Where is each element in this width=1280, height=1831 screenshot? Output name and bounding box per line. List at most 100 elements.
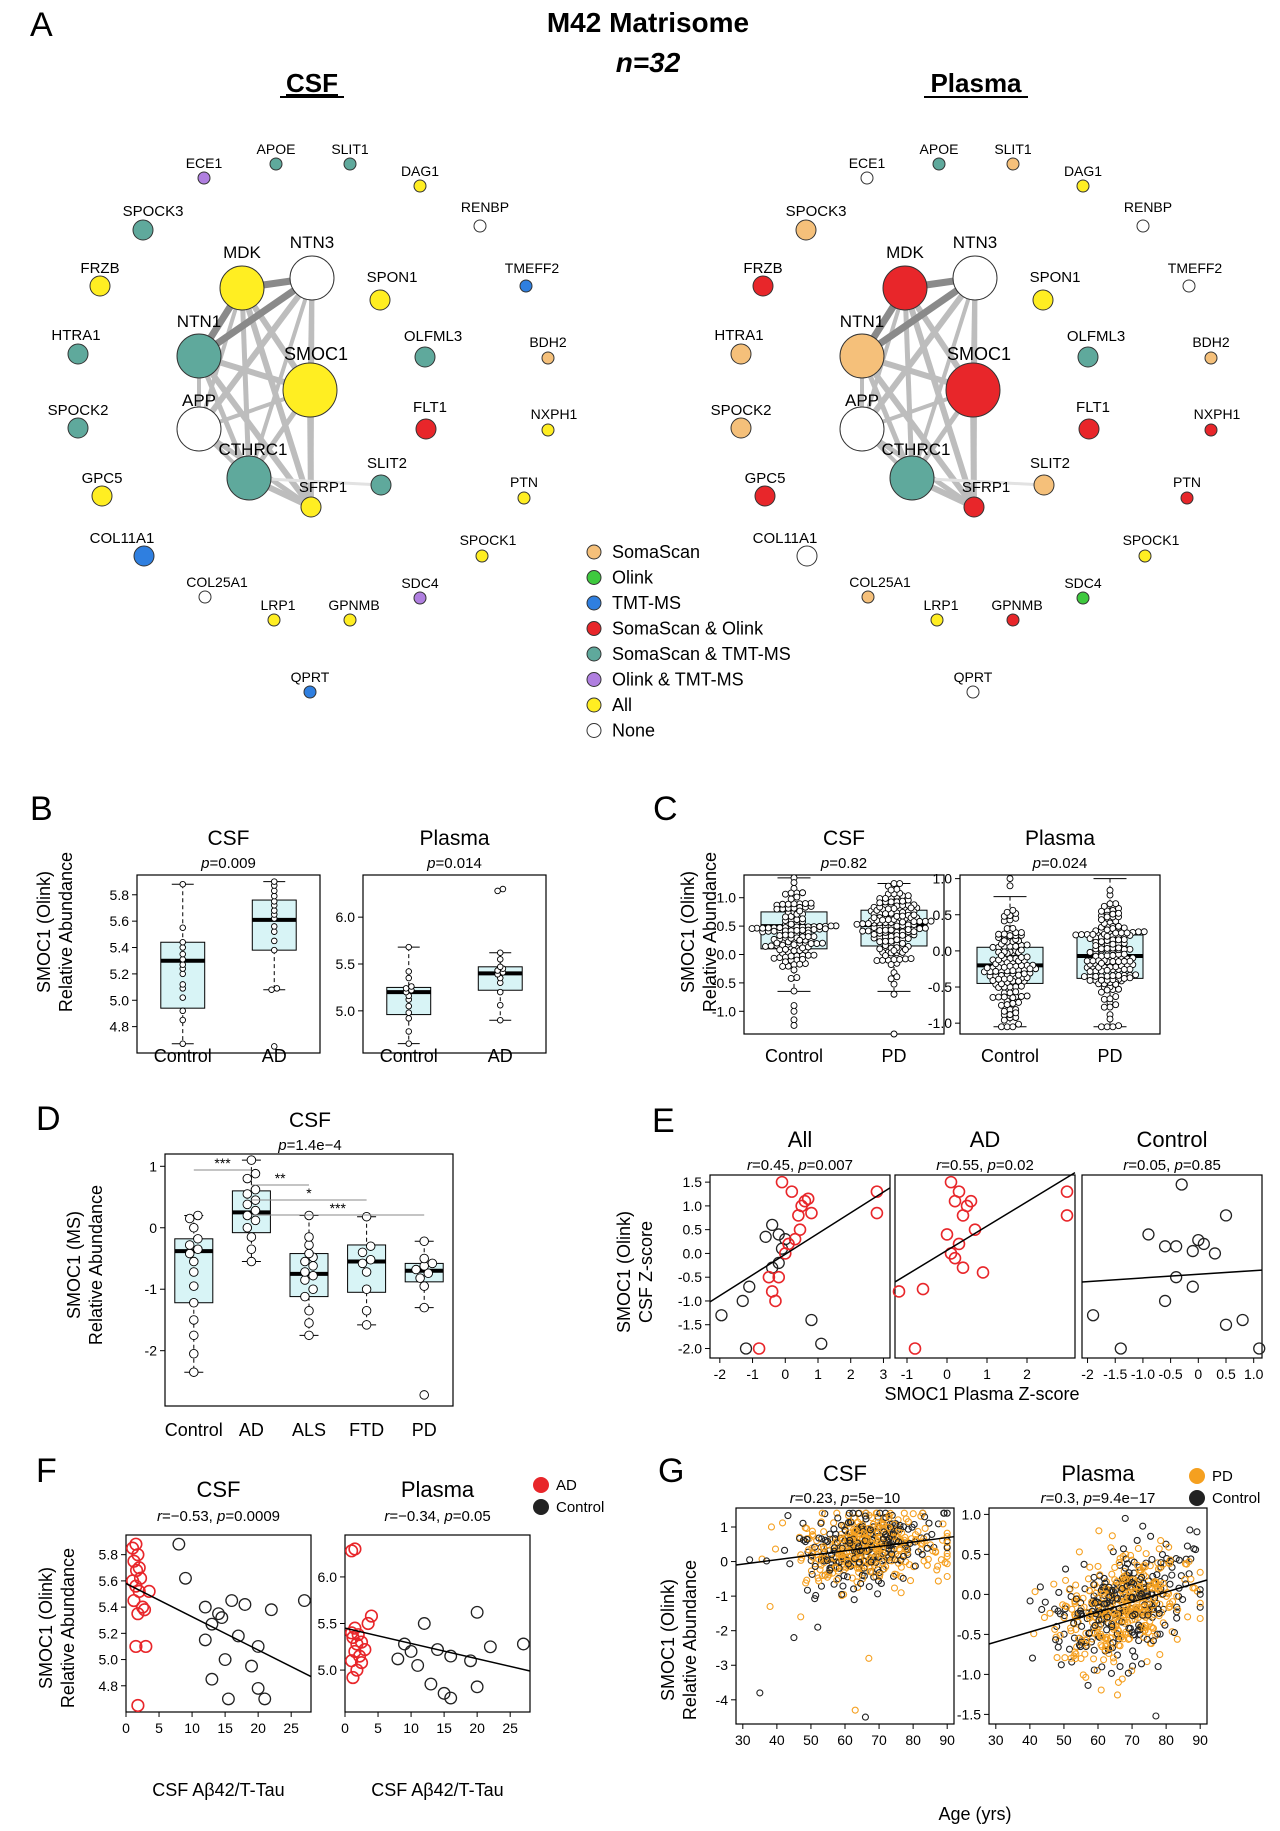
scatter-point-pd bbox=[1040, 1613, 1049, 1622]
box-point bbox=[1097, 938, 1105, 946]
box-point bbox=[776, 946, 784, 954]
network-node-bdh2 bbox=[1204, 351, 1218, 365]
scatter-point-control bbox=[835, 1564, 843, 1572]
scatter-point-control bbox=[834, 1514, 842, 1522]
box-point bbox=[882, 895, 889, 902]
box-point bbox=[273, 985, 281, 992]
scatter-point-control bbox=[846, 1536, 854, 1544]
box-point bbox=[1126, 974, 1134, 982]
scatter-point-pd bbox=[885, 1511, 893, 1519]
scatter-point-pd bbox=[1053, 1654, 1061, 1662]
scatter-point-control bbox=[1125, 1569, 1133, 1577]
box-point bbox=[411, 1264, 421, 1275]
boxplot-ytick-label: -2 bbox=[145, 1343, 158, 1359]
scatter-point-ad bbox=[135, 1600, 150, 1614]
scatter-point-ad bbox=[348, 1621, 362, 1635]
box-point bbox=[890, 1030, 898, 1038]
scatter-point-pd bbox=[879, 1544, 887, 1552]
box-point bbox=[879, 916, 887, 924]
box-point bbox=[796, 960, 804, 968]
box-point bbox=[1109, 1023, 1117, 1031]
panel-b-ylabel-1: SMOC1 (Olink) bbox=[34, 871, 54, 993]
box-point bbox=[1015, 971, 1022, 979]
scatter-point-pd bbox=[1102, 1642, 1110, 1651]
box-point bbox=[770, 927, 778, 935]
scatter-point-control bbox=[1038, 1605, 1046, 1614]
box-point bbox=[1017, 982, 1025, 990]
box-point bbox=[1123, 929, 1131, 937]
scatter-point-pd bbox=[1074, 1618, 1082, 1626]
scatter-point-pd bbox=[939, 1520, 947, 1528]
box-point bbox=[361, 1320, 372, 1330]
scatter-point-pd bbox=[820, 1559, 828, 1567]
scatter-point-pd bbox=[904, 1518, 912, 1526]
scatter-point-pd bbox=[833, 1509, 841, 1517]
scatter-point-pd bbox=[1071, 1610, 1079, 1619]
scatter-point-pd bbox=[1104, 1636, 1112, 1644]
scatter-point-control bbox=[1144, 1611, 1152, 1619]
box-point bbox=[776, 932, 784, 940]
scatter-point-pd bbox=[903, 1545, 911, 1553]
scatter-point-ad bbox=[752, 1342, 766, 1355]
box-point bbox=[1006, 1011, 1014, 1019]
scatter-point-control bbox=[1097, 1586, 1105, 1594]
scatter-point-control bbox=[1168, 1571, 1176, 1579]
network-node-spon1 bbox=[369, 289, 391, 311]
scatter-point-control bbox=[1114, 1342, 1127, 1355]
legend-label-tmt: TMT-MS bbox=[612, 593, 681, 613]
scatter-xtick-label: 0 bbox=[1194, 1366, 1202, 1382]
significance-label: * bbox=[306, 1185, 312, 1201]
network-node-spock2 bbox=[730, 417, 752, 439]
category-label-ad: AD bbox=[239, 1420, 264, 1440]
scatter-point-pd bbox=[873, 1509, 881, 1517]
scatter-point-pd bbox=[890, 1584, 899, 1592]
box-point bbox=[184, 1213, 195, 1224]
box-point bbox=[1126, 965, 1134, 973]
scatter-point-pd bbox=[1196, 1599, 1204, 1607]
scatter-point-control bbox=[1113, 1595, 1121, 1603]
network-edge bbox=[239, 287, 252, 479]
scatter-ytick-label: -2.0 bbox=[678, 1340, 702, 1356]
scatter-point-pd bbox=[1146, 1617, 1154, 1625]
scatter-point-control bbox=[1107, 1669, 1115, 1677]
scatter-point-outlier bbox=[766, 1602, 774, 1611]
regression-line bbox=[988, 1579, 1208, 1645]
box-point bbox=[799, 915, 806, 923]
scatter-point-outlier bbox=[1121, 1514, 1129, 1522]
scatter-point-ad bbox=[354, 1656, 369, 1670]
scatter-point-control bbox=[1054, 1643, 1062, 1651]
network-node-sdc4 bbox=[1076, 591, 1090, 605]
box-point bbox=[1009, 999, 1017, 1007]
scatter-point-outlier bbox=[814, 1623, 822, 1631]
network-label-ntn1: NTN1 bbox=[840, 312, 884, 331]
scatter-point-control bbox=[1105, 1593, 1113, 1601]
network-label-cthrc1: CTHRC1 bbox=[219, 440, 288, 459]
box-point bbox=[904, 935, 912, 942]
network-node-col11a1 bbox=[796, 545, 818, 567]
box-point bbox=[1100, 995, 1108, 1003]
scatter-xtick-label: 70 bbox=[1124, 1732, 1140, 1748]
scatter-frame bbox=[894, 1174, 1076, 1359]
network-label-qprt: QPRT bbox=[291, 669, 330, 685]
network-label-frzb: FRZB bbox=[80, 260, 119, 277]
panel-e-ylabel-2: CSF Z-score bbox=[636, 1221, 656, 1323]
scatter-point-pd bbox=[1075, 1548, 1083, 1556]
scatter-point-pd bbox=[1073, 1592, 1081, 1600]
scatter-point-pd bbox=[886, 1509, 894, 1517]
scatter-point-pd bbox=[920, 1557, 928, 1565]
scatter-point-control bbox=[1170, 1271, 1183, 1284]
scatter-point-ad bbox=[1060, 1209, 1074, 1222]
scatter-ytick-label: 1 bbox=[720, 1519, 728, 1535]
box-point bbox=[876, 899, 884, 907]
boxplot-ytick-label: 1 bbox=[149, 1158, 157, 1174]
network-label-spon1: SPON1 bbox=[367, 269, 418, 286]
scatter-point-pd bbox=[924, 1555, 932, 1563]
box-point bbox=[242, 1210, 253, 1221]
scatter-point-control bbox=[1056, 1610, 1064, 1618]
box-point bbox=[1115, 936, 1123, 944]
scatter-point-pd bbox=[851, 1527, 859, 1535]
scatter-point-pd bbox=[1107, 1544, 1115, 1552]
scatter-point-control bbox=[866, 1526, 875, 1534]
scatter-point-pd bbox=[1127, 1551, 1135, 1560]
boxplot-ytick-label: 0 bbox=[149, 1220, 157, 1236]
